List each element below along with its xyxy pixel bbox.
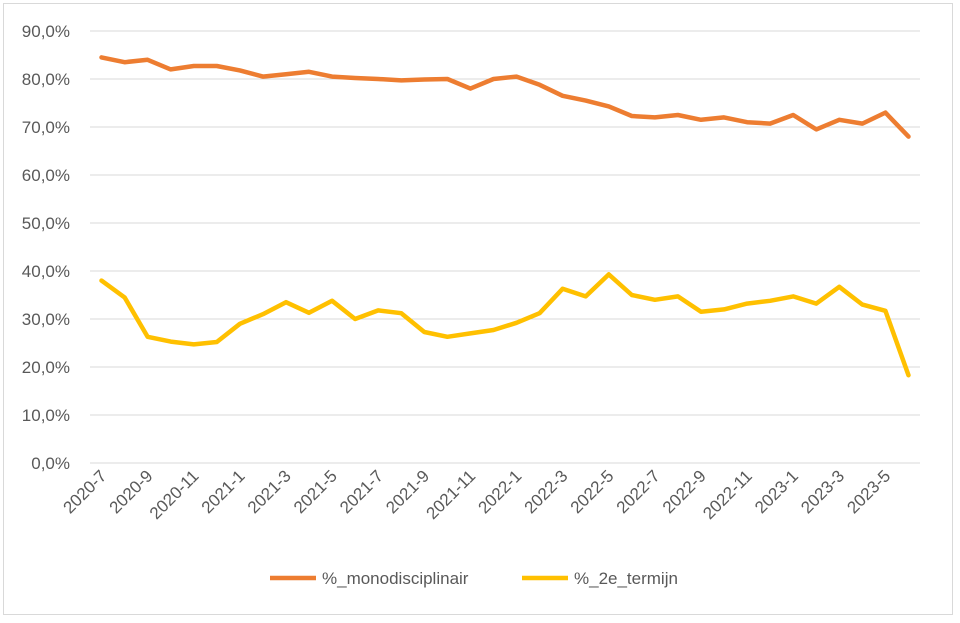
x-tick-label: 2022-7 [613, 466, 664, 517]
x-tick-label: 2023-3 [797, 466, 848, 517]
x-tick-label: 2022-3 [521, 466, 572, 517]
series-line-monodisciplinair [99, 55, 911, 139]
x-axis-ticks: 2020-72020-92020-112021-12021-32021-5202… [59, 466, 894, 523]
x-tick-label: 2023-5 [843, 466, 894, 517]
y-tick-label: 0,0% [31, 454, 70, 473]
y-tick-label: 90,0% [22, 22, 70, 41]
y-tick-label: 60,0% [22, 166, 70, 185]
x-tick-label: 2021-1 [198, 466, 249, 517]
legend-label-2e-termijn: %_2e_termijn [574, 569, 678, 588]
x-tick-label: 2020-11 [146, 466, 203, 523]
y-axis-ticks: 0,0% 10,0% 20,0% 30,0% 40,0% 50,0% 60,0% 70,0% 8… [22, 22, 70, 473]
series-lines [99, 55, 911, 378]
y-tick-label: 10,0% [22, 406, 70, 425]
y-tick-label: 40,0% [22, 262, 70, 281]
x-tick-label: 2021-3 [244, 466, 295, 517]
chart-frame [3, 3, 953, 615]
series-line-2e-termijn [99, 272, 911, 378]
x-tick-label: 2021-5 [290, 466, 341, 517]
x-tick-label: 2023-1 [751, 466, 802, 517]
y-tick-label: 70,0% [22, 118, 70, 137]
y-tick-label: 30,0% [22, 310, 70, 329]
y-tick-label: 20,0% [22, 358, 70, 377]
x-tick-label: 2022-5 [567, 466, 618, 517]
gridlines [90, 30, 920, 464]
y-tick-label: 80,0% [22, 70, 70, 89]
legend: %_monodisciplinair %_2e_termijn [270, 569, 678, 588]
x-tick-label: 2021-11 [423, 466, 480, 523]
y-tick-label: 50,0% [22, 214, 70, 233]
legend-label-monodisciplinair: %_monodisciplinair [322, 569, 469, 588]
x-tick-label: 2022-1 [474, 466, 525, 517]
x-tick-label: 2020-7 [59, 466, 110, 517]
x-tick-label: 2022-11 [699, 466, 756, 523]
x-tick-label: 2021-7 [336, 466, 387, 517]
